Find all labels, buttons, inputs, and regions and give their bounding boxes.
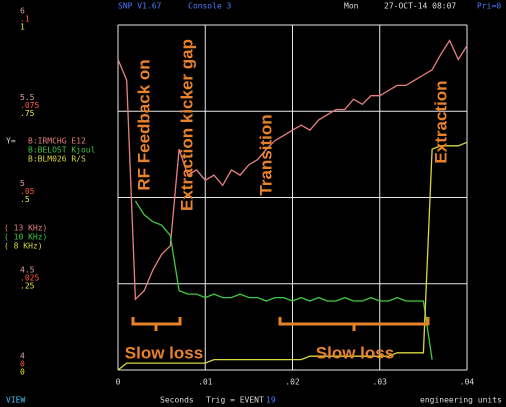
y-tick-label: .1 bbox=[20, 15, 30, 24]
frequency-label: ( 10 KHz) bbox=[4, 233, 47, 242]
y-tick-label: .5 bbox=[20, 195, 30, 204]
y-tick-label: 4 bbox=[20, 352, 25, 361]
frequency-label: ( 8 KHz) bbox=[4, 242, 43, 251]
y-tick-label: .075 bbox=[20, 101, 39, 110]
annotation: Extraction bbox=[431, 80, 450, 163]
y-tick-label: 0 bbox=[20, 360, 25, 369]
x-tick-label: .03 bbox=[373, 378, 388, 387]
legend-entry: B:BELOST Kjoul bbox=[28, 146, 96, 155]
trigger: Trig = EVENT bbox=[206, 396, 264, 405]
y-tick-label: 4.5 bbox=[20, 265, 35, 274]
y-tick-label: 0 bbox=[20, 368, 25, 377]
plot: 0 .01 .02 .03 .04 4 4.5 5 5.5 6 0 .025 .05 .075 .1 0 .25… bbox=[4, 7, 474, 387]
legend-prefix: Y= bbox=[6, 137, 16, 146]
bracket bbox=[278, 317, 430, 331]
x-label: Seconds bbox=[160, 396, 194, 405]
x-tick-label: 0 bbox=[116, 378, 121, 387]
series-line bbox=[117, 39, 468, 301]
day: Mon bbox=[344, 2, 359, 11]
datetime: 27-OCT-14 08:07 bbox=[384, 2, 456, 11]
annotation: Slow loss bbox=[316, 343, 394, 362]
annotation: Extraction kicker gap bbox=[177, 39, 196, 211]
console: Console 3 bbox=[188, 2, 232, 11]
y-tick-label: .25 bbox=[20, 281, 35, 290]
x-tick-label: .01 bbox=[198, 378, 213, 387]
bracket bbox=[131, 317, 182, 331]
priority: Pri=0 bbox=[477, 2, 501, 11]
x-tick-label: .02 bbox=[285, 378, 300, 387]
y-tick-label: 1 bbox=[20, 23, 25, 32]
frequency-label: ( 13 KHz) bbox=[4, 224, 47, 233]
y-tick-label: .75 bbox=[20, 109, 35, 118]
y-tick-label: 5.5 bbox=[20, 93, 35, 102]
units: engineering units bbox=[420, 396, 502, 405]
y-tick-label: 5 bbox=[20, 179, 25, 188]
legend-entry: B:BLM026 R/S bbox=[28, 155, 86, 164]
annotation: Transition bbox=[256, 114, 275, 195]
annotations: RF Feedback on Extraction kicker gap Tra… bbox=[125, 39, 451, 362]
event: 19 bbox=[266, 396, 276, 405]
y-tick-label: .025 bbox=[20, 273, 39, 282]
y-tick-label: .05 bbox=[20, 187, 35, 196]
program: SNP V1.67 bbox=[118, 2, 162, 11]
x-tick-label: .04 bbox=[460, 378, 475, 387]
legend-entry: B:IRMCHG E12 bbox=[28, 137, 86, 146]
series-line bbox=[134, 200, 433, 360]
series-line bbox=[117, 141, 468, 371]
annotation: Slow loss bbox=[125, 343, 203, 362]
view: VIEW bbox=[6, 396, 25, 405]
y-tick-label: 6 bbox=[20, 7, 25, 16]
annotation: RF Feedback on bbox=[134, 59, 153, 190]
